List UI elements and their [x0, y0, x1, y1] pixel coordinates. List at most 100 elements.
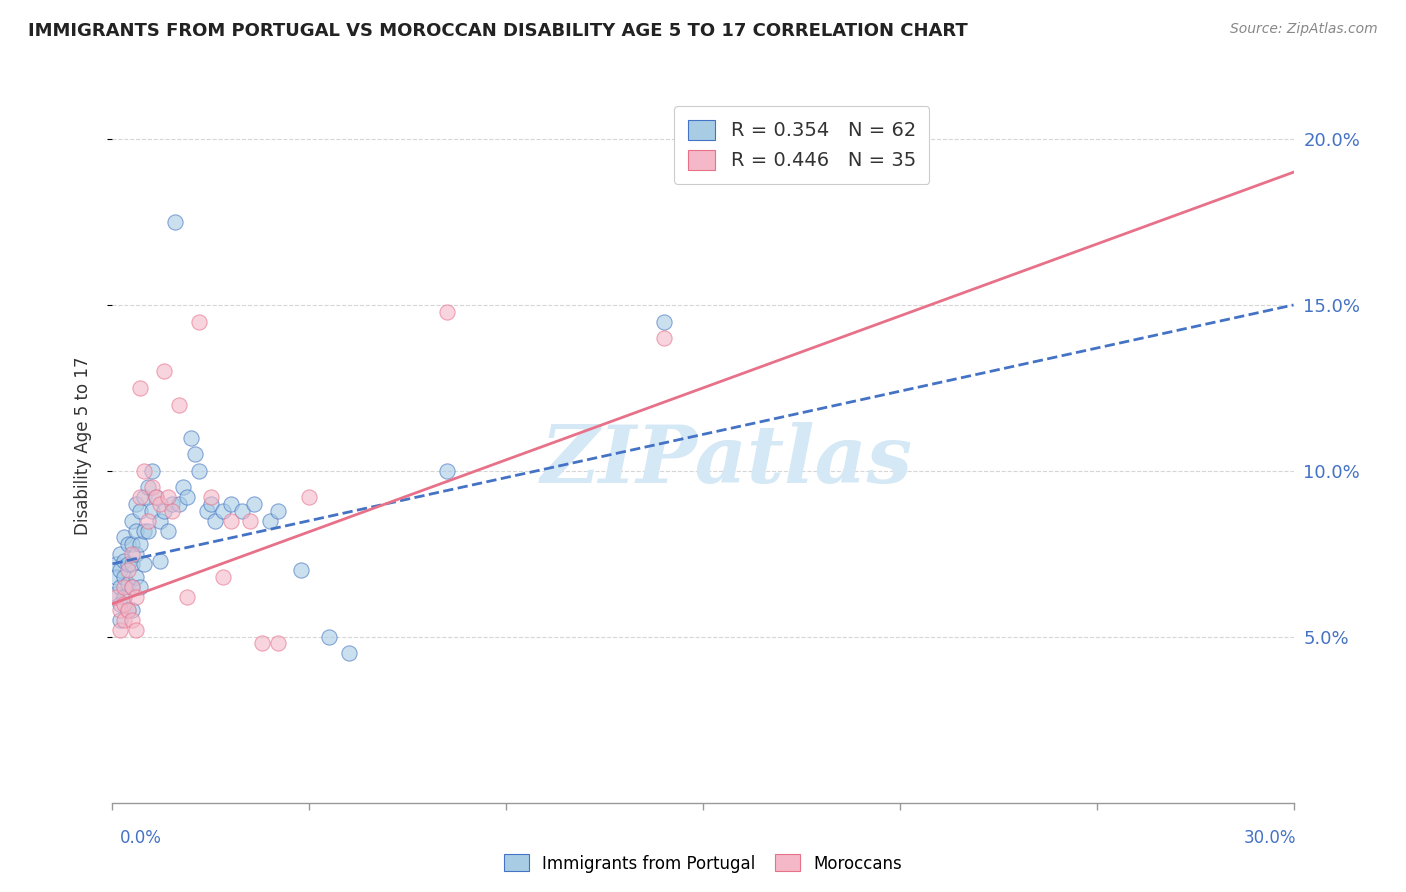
Point: [117, 576, 139, 591]
Point: [112, 553, 135, 567]
Point: [136, 481, 159, 495]
Point: [105, 587, 128, 601]
Point: [117, 603, 139, 617]
Y-axis label: Disability Age 5 to 17: Disability Age 5 to 17: [73, 357, 91, 535]
Point: [267, 504, 290, 518]
Point: [132, 557, 155, 571]
Point: [121, 557, 143, 571]
Text: Source: ZipAtlas.com: Source: ZipAtlas.com: [1230, 22, 1378, 37]
Point: [117, 564, 139, 578]
Text: 0.0%: 0.0%: [120, 829, 162, 847]
Point: [117, 557, 139, 571]
Point: [149, 553, 172, 567]
Point: [141, 464, 163, 478]
Point: [129, 381, 152, 395]
Text: 30.0%: 30.0%: [1244, 829, 1296, 847]
Point: [436, 464, 458, 478]
Point: [250, 636, 273, 650]
Point: [121, 603, 143, 617]
Point: [129, 504, 152, 518]
Point: [121, 580, 143, 594]
Point: [152, 504, 174, 518]
Point: [110, 613, 132, 627]
Point: [117, 603, 139, 617]
Point: [169, 397, 191, 411]
Point: [219, 497, 242, 511]
Point: [129, 491, 152, 505]
Legend: Immigrants from Portugal, Moroccans: Immigrants from Portugal, Moroccans: [496, 847, 910, 880]
Point: [652, 314, 675, 328]
Point: [211, 570, 233, 584]
Point: [156, 524, 179, 538]
Point: [200, 497, 222, 511]
Point: [125, 624, 148, 638]
Point: [436, 304, 458, 318]
Text: ZIPatlas: ZIPatlas: [540, 422, 912, 499]
Point: [184, 447, 207, 461]
Point: [117, 537, 139, 551]
Point: [267, 636, 290, 650]
Point: [156, 491, 179, 505]
Point: [652, 331, 675, 345]
Point: [110, 624, 132, 638]
Point: [204, 514, 226, 528]
Point: [219, 514, 242, 528]
Point: [160, 504, 183, 518]
Point: [121, 547, 143, 561]
Point: [125, 590, 148, 604]
Point: [176, 491, 198, 505]
Point: [165, 215, 187, 229]
Point: [110, 580, 132, 594]
Legend: R = 0.354   N = 62, R = 0.446   N = 35: R = 0.354 N = 62, R = 0.446 N = 35: [675, 106, 929, 184]
Point: [149, 514, 172, 528]
Point: [132, 524, 155, 538]
Point: [141, 481, 163, 495]
Point: [125, 547, 148, 561]
Point: [176, 590, 198, 604]
Point: [132, 491, 155, 505]
Point: [125, 497, 148, 511]
Point: [290, 564, 312, 578]
Point: [121, 514, 143, 528]
Point: [112, 530, 135, 544]
Point: [132, 464, 155, 478]
Point: [188, 464, 211, 478]
Point: [136, 514, 159, 528]
Point: [318, 630, 340, 644]
Point: [112, 613, 135, 627]
Point: [145, 491, 167, 505]
Point: [200, 491, 222, 505]
Point: [195, 504, 218, 518]
Point: [129, 580, 152, 594]
Point: [180, 431, 202, 445]
Point: [172, 481, 194, 495]
Point: [112, 580, 135, 594]
Point: [211, 504, 233, 518]
Point: [110, 547, 132, 561]
Point: [125, 570, 148, 584]
Point: [188, 314, 211, 328]
Point: [129, 537, 152, 551]
Point: [121, 580, 143, 594]
Point: [121, 613, 143, 627]
Point: [112, 570, 135, 584]
Point: [243, 497, 266, 511]
Point: [105, 570, 128, 584]
Point: [105, 557, 128, 571]
Point: [110, 597, 132, 611]
Point: [239, 514, 262, 528]
Point: [231, 504, 253, 518]
Point: [145, 491, 167, 505]
Point: [105, 590, 128, 604]
Point: [149, 497, 172, 511]
Point: [112, 590, 135, 604]
Point: [152, 364, 174, 378]
Point: [110, 564, 132, 578]
Point: [125, 524, 148, 538]
Point: [110, 603, 132, 617]
Point: [298, 491, 321, 505]
Point: [337, 647, 360, 661]
Point: [160, 497, 183, 511]
Point: [136, 524, 159, 538]
Text: IMMIGRANTS FROM PORTUGAL VS MOROCCAN DISABILITY AGE 5 TO 17 CORRELATION CHART: IMMIGRANTS FROM PORTUGAL VS MOROCCAN DIS…: [28, 22, 967, 40]
